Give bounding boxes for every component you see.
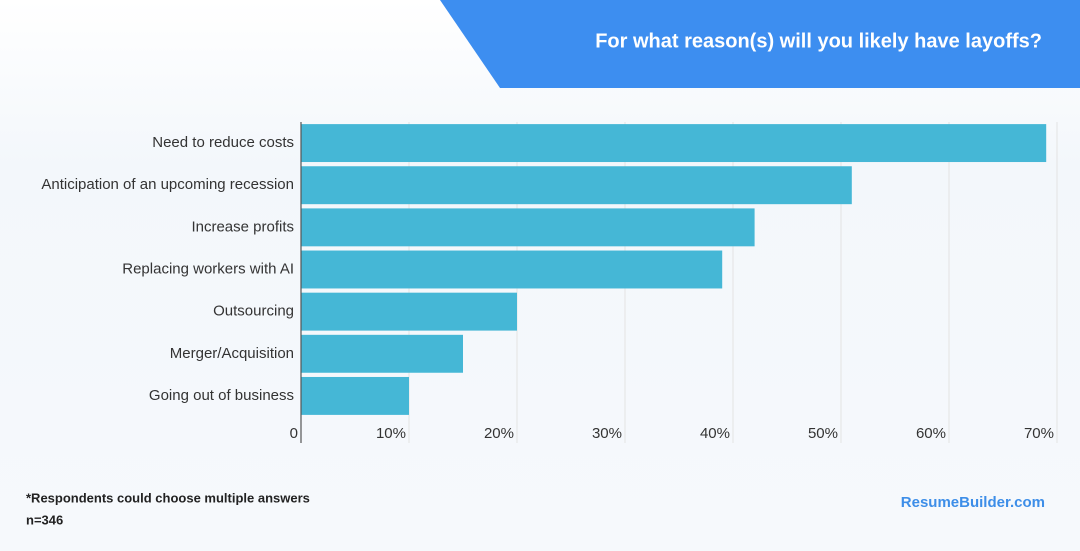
bar (301, 250, 723, 289)
x-tick-label: 20% (484, 425, 514, 442)
x-tick-label: 30% (592, 425, 622, 442)
bar (301, 376, 409, 415)
footnote: n=346 (26, 512, 63, 527)
bar (301, 166, 852, 205)
x-tick-label: 50% (808, 425, 838, 442)
x-tick-label: 0 (290, 425, 298, 442)
plot-area: 0 10% 20% 30% 40% 50% 60% 70% Need to reduce cos… (41, 122, 1058, 443)
footnote: *Respondents could choose multiple answe… (26, 490, 310, 505)
y-tick-label: Increase profits (191, 218, 294, 235)
y-tick-label: Merger/Acquisition (170, 345, 294, 362)
brand: ResumeBuilder.com (901, 494, 1045, 511)
x-tick-label: 70% (1024, 425, 1054, 442)
bar (301, 208, 755, 247)
bar (301, 334, 463, 373)
y-tick-label: Anticipation of an upcoming recession (41, 176, 294, 193)
title-banner (440, 0, 1080, 88)
y-tick-label: Going out of business (149, 387, 294, 404)
bar (301, 292, 517, 331)
y-tick-label: Replacing workers with AI (122, 260, 294, 277)
x-tick-label: 10% (376, 425, 406, 442)
x-tick-label: 60% (916, 425, 946, 442)
x-tick-label: 40% (700, 425, 730, 442)
y-tick-label: Outsourcing (213, 303, 294, 320)
bar (301, 124, 1047, 163)
chart-title: For what reason(s) will you likely have … (595, 30, 1042, 52)
y-tick-label: Need to reduce costs (152, 134, 294, 151)
